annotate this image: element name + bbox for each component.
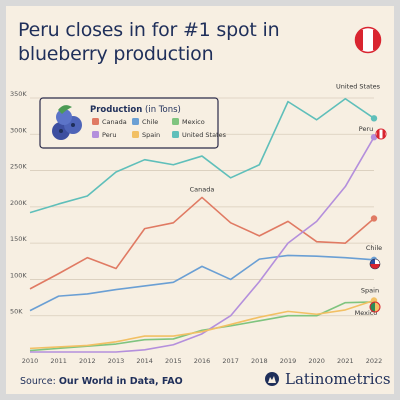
y-tick-label: 300K [10, 126, 27, 134]
legend: Production (in Tons) Canada Chile Mexico Pe… [39, 97, 227, 149]
legend-entry-label: Chile [142, 118, 158, 126]
latinometrics-logo-icon [265, 372, 279, 386]
legend-title: Production [90, 105, 142, 115]
y-tick-label: 350K [10, 90, 27, 98]
line-chart: 50K 100K 150K 200K 250K 300K 350K 2010 2011 2012… [10, 83, 387, 365]
y-tick-label: 50K [10, 308, 23, 316]
chile-flag-icon [369, 258, 381, 270]
x-tick-label: 2011 [50, 357, 67, 365]
x-tick-label: 2014 [136, 357, 153, 365]
legend-entry-label: Mexico [182, 118, 205, 126]
series-line-canada [29, 196, 375, 290]
legend-swatch [132, 131, 139, 138]
blueberry-icon [52, 105, 82, 140]
peru-flag-icon [354, 26, 382, 54]
legend-entry-label: Canada [102, 118, 127, 126]
svg-text:Production (in Tons): Production (in Tons) [90, 105, 181, 115]
spain-mexico-flag-icon [369, 301, 381, 313]
legend-swatch [172, 131, 179, 138]
chart-title: Peru closes in for #1 spot in blueberry … [18, 19, 280, 65]
legend-swatch [172, 118, 179, 125]
x-tick-label: 2015 [165, 357, 182, 365]
source-value: Our World in Data, FAO [58, 376, 183, 387]
series-label: Mexico [355, 309, 378, 317]
legend-entry-label: Peru [102, 131, 116, 139]
x-tick-label: 2012 [79, 357, 96, 365]
x-tick-label: 2021 [337, 357, 354, 365]
series-label: Canada [190, 185, 215, 193]
series-line-mexico [29, 301, 375, 352]
series-line-chile [29, 254, 375, 312]
series-end-point [370, 133, 378, 141]
infographic-card: Peru closes in for #1 spot in blueberry … [6, 6, 394, 394]
source-label: Source: [20, 376, 59, 387]
legend-swatch [92, 118, 99, 125]
brand: Latinometrics [264, 370, 391, 388]
x-tick-label: 2010 [22, 357, 39, 365]
x-tick-label: 2017 [222, 357, 239, 365]
y-tick-label: 150K [10, 235, 27, 243]
series-label: Chile [366, 244, 382, 252]
legend-swatch [92, 131, 99, 138]
x-tick-label: 2013 [108, 357, 125, 365]
x-tick-label: 2018 [251, 357, 268, 365]
series-line-peru [30, 136, 375, 353]
series-label: Spain [361, 286, 379, 294]
legend-title-unit: (in Tons) [142, 105, 181, 115]
series-line-spain [29, 299, 375, 350]
series-end-point [370, 115, 378, 122]
series-end-point [370, 215, 378, 222]
legend-entry-label: United States [182, 131, 227, 139]
series-label: United States [336, 83, 381, 91]
peru-end-flag-icon [375, 128, 387, 140]
series-label: Peru [359, 125, 373, 133]
legend-swatch [132, 118, 139, 125]
source-note: Source: Our World in Data, FAO [20, 376, 183, 387]
y-tick-label: 100K [10, 271, 27, 279]
x-tick-label: 2019 [280, 357, 297, 365]
y-tick-label: 200K [10, 199, 27, 207]
legend-entry-label: Spain [142, 131, 160, 139]
brand-name: Latinometrics [285, 370, 391, 388]
y-tick-label: 250K [10, 163, 27, 171]
x-tick-label: 2020 [308, 357, 325, 365]
series-line-united-states [29, 97, 375, 214]
x-tick-label: 2022 [366, 357, 383, 365]
x-tick-label: 2016 [194, 357, 211, 365]
